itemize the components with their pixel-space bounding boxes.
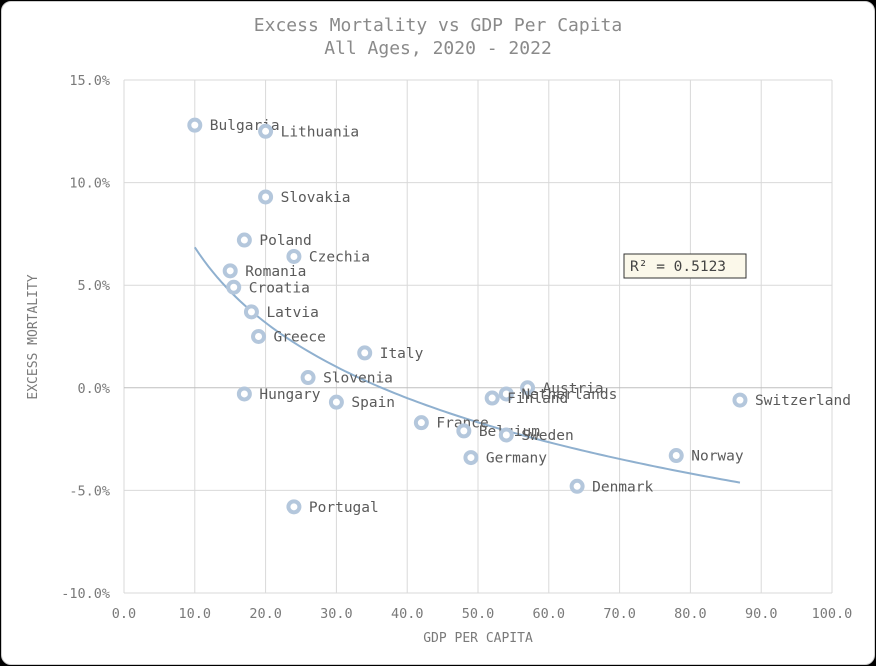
y-tick-label: 5.0% xyxy=(77,278,110,294)
point-marker xyxy=(187,117,203,133)
data-point: Slovenia xyxy=(300,370,393,387)
x-axis-ticks: 0.0 10.0 20.0 30.0 40.0 50.0 60.0 70.0 80.0 90.0 1… xyxy=(112,606,853,622)
point-marker xyxy=(286,248,302,264)
y-tick-label: -10.0% xyxy=(61,586,110,602)
point-marker xyxy=(668,448,684,464)
data-point: Denmark xyxy=(569,478,653,495)
point-label: Italy xyxy=(380,346,424,362)
point-marker xyxy=(226,279,242,295)
data-point: Czechia xyxy=(286,248,370,265)
x-tick-label: 30.0 xyxy=(320,606,353,622)
point-label: Austria xyxy=(543,381,604,397)
point-marker xyxy=(569,478,585,494)
point-label: Germany xyxy=(486,451,547,467)
r-squared-label: R² = 0.5123 xyxy=(630,259,726,275)
x-tick-label: 60.0 xyxy=(533,606,566,622)
trendline xyxy=(193,246,741,484)
point-marker xyxy=(498,386,514,402)
data-point: Sweden xyxy=(498,427,574,444)
point-label: Slovakia xyxy=(281,190,351,206)
x-tick-label: 80.0 xyxy=(674,606,707,622)
x-tick-label: 90.0 xyxy=(745,606,778,622)
chart-subtitle: All Ages, 2020 - 2022 xyxy=(324,38,552,59)
point-label: Switzerland xyxy=(755,393,851,409)
data-point: Latvia xyxy=(243,304,319,321)
point-label: Hungary xyxy=(259,387,320,403)
point-marker xyxy=(243,304,259,320)
point-marker xyxy=(357,345,373,361)
data-point: Finland xyxy=(484,390,568,407)
x-tick-label: 70.0 xyxy=(603,606,636,622)
point-label: Romania xyxy=(245,264,306,280)
point-marker xyxy=(251,329,267,344)
x-axis-label: GDP PER CAPITA xyxy=(423,631,533,646)
r-squared-box: R² = 0.5123 xyxy=(623,253,747,279)
data-point: Greece xyxy=(251,329,326,346)
point-marker xyxy=(456,423,472,439)
x-tick-label: 40.0 xyxy=(391,606,424,622)
point-label: Latvia xyxy=(266,305,318,321)
data-point: Norway xyxy=(668,448,744,465)
y-tick-label: 0.0% xyxy=(77,381,110,397)
x-tick-label: 10.0 xyxy=(179,606,212,622)
y-axis-ticks: 15.0% 10.0% 5.0% 0.0% -5.0% -10.0% xyxy=(61,73,110,602)
point-label: Poland xyxy=(259,233,311,249)
y-tick-label: 10.0% xyxy=(69,176,110,192)
point-label: Netherlands xyxy=(521,387,617,403)
data-point: Romania xyxy=(222,263,306,280)
point-marker xyxy=(236,386,252,402)
point-marker xyxy=(484,390,500,406)
point-label: Czechia xyxy=(309,249,370,265)
y-axis-label: EXCESS MORTALITY xyxy=(26,274,41,399)
point-marker xyxy=(300,370,316,386)
data-point: Germany xyxy=(463,450,547,467)
y-tick-label: 15.0% xyxy=(69,73,110,89)
point-label: Norway xyxy=(691,449,744,465)
point-marker xyxy=(498,427,514,443)
point-marker xyxy=(732,392,748,408)
point-marker xyxy=(222,263,238,279)
point-label: Denmark xyxy=(592,479,653,495)
x-tick-label: 50.0 xyxy=(462,606,495,622)
x-tick-label: 0.0 xyxy=(112,606,136,622)
point-label: Sweden xyxy=(521,428,573,444)
data-point: Lithuania xyxy=(258,123,360,140)
data-point: Slovakia xyxy=(258,189,351,206)
data-point: France xyxy=(413,415,489,432)
point-marker xyxy=(258,189,274,205)
point-marker xyxy=(463,450,479,466)
point-label: Lithuania xyxy=(281,124,360,140)
point-marker xyxy=(236,232,252,248)
point-label: Portugal xyxy=(309,500,379,516)
point-label: Croatia xyxy=(249,280,310,296)
chart-title: Excess Mortality vs GDP Per Capita xyxy=(254,15,622,36)
point-marker xyxy=(328,394,344,410)
point-label: Slovenia xyxy=(323,371,393,387)
data-points: Bulgaria LithuaniaSlovakiaPolandCzechiaRo… xyxy=(187,117,851,516)
data-point: Poland xyxy=(236,232,312,249)
data-point: Switzerland xyxy=(732,392,851,409)
point-label: Spain xyxy=(351,395,395,411)
x-tick-label: 100.0 xyxy=(812,606,853,622)
gridlines xyxy=(123,79,833,594)
point-marker xyxy=(286,499,302,515)
data-point: Portugal xyxy=(286,499,379,516)
point-marker xyxy=(258,123,274,139)
data-point: Hungary xyxy=(236,386,321,403)
data-point: Croatia xyxy=(226,279,310,296)
point-label: Finland xyxy=(507,391,568,407)
x-tick-label: 20.0 xyxy=(249,606,282,622)
data-point: Netherlands xyxy=(498,386,617,403)
point-marker xyxy=(413,415,429,431)
data-point: Spain xyxy=(328,394,395,411)
y-tick-label: -5.0% xyxy=(69,483,110,499)
point-label: Greece xyxy=(274,330,326,346)
point-marker xyxy=(520,380,536,396)
data-point: Austria xyxy=(520,380,604,397)
data-point: Italy xyxy=(357,345,424,362)
